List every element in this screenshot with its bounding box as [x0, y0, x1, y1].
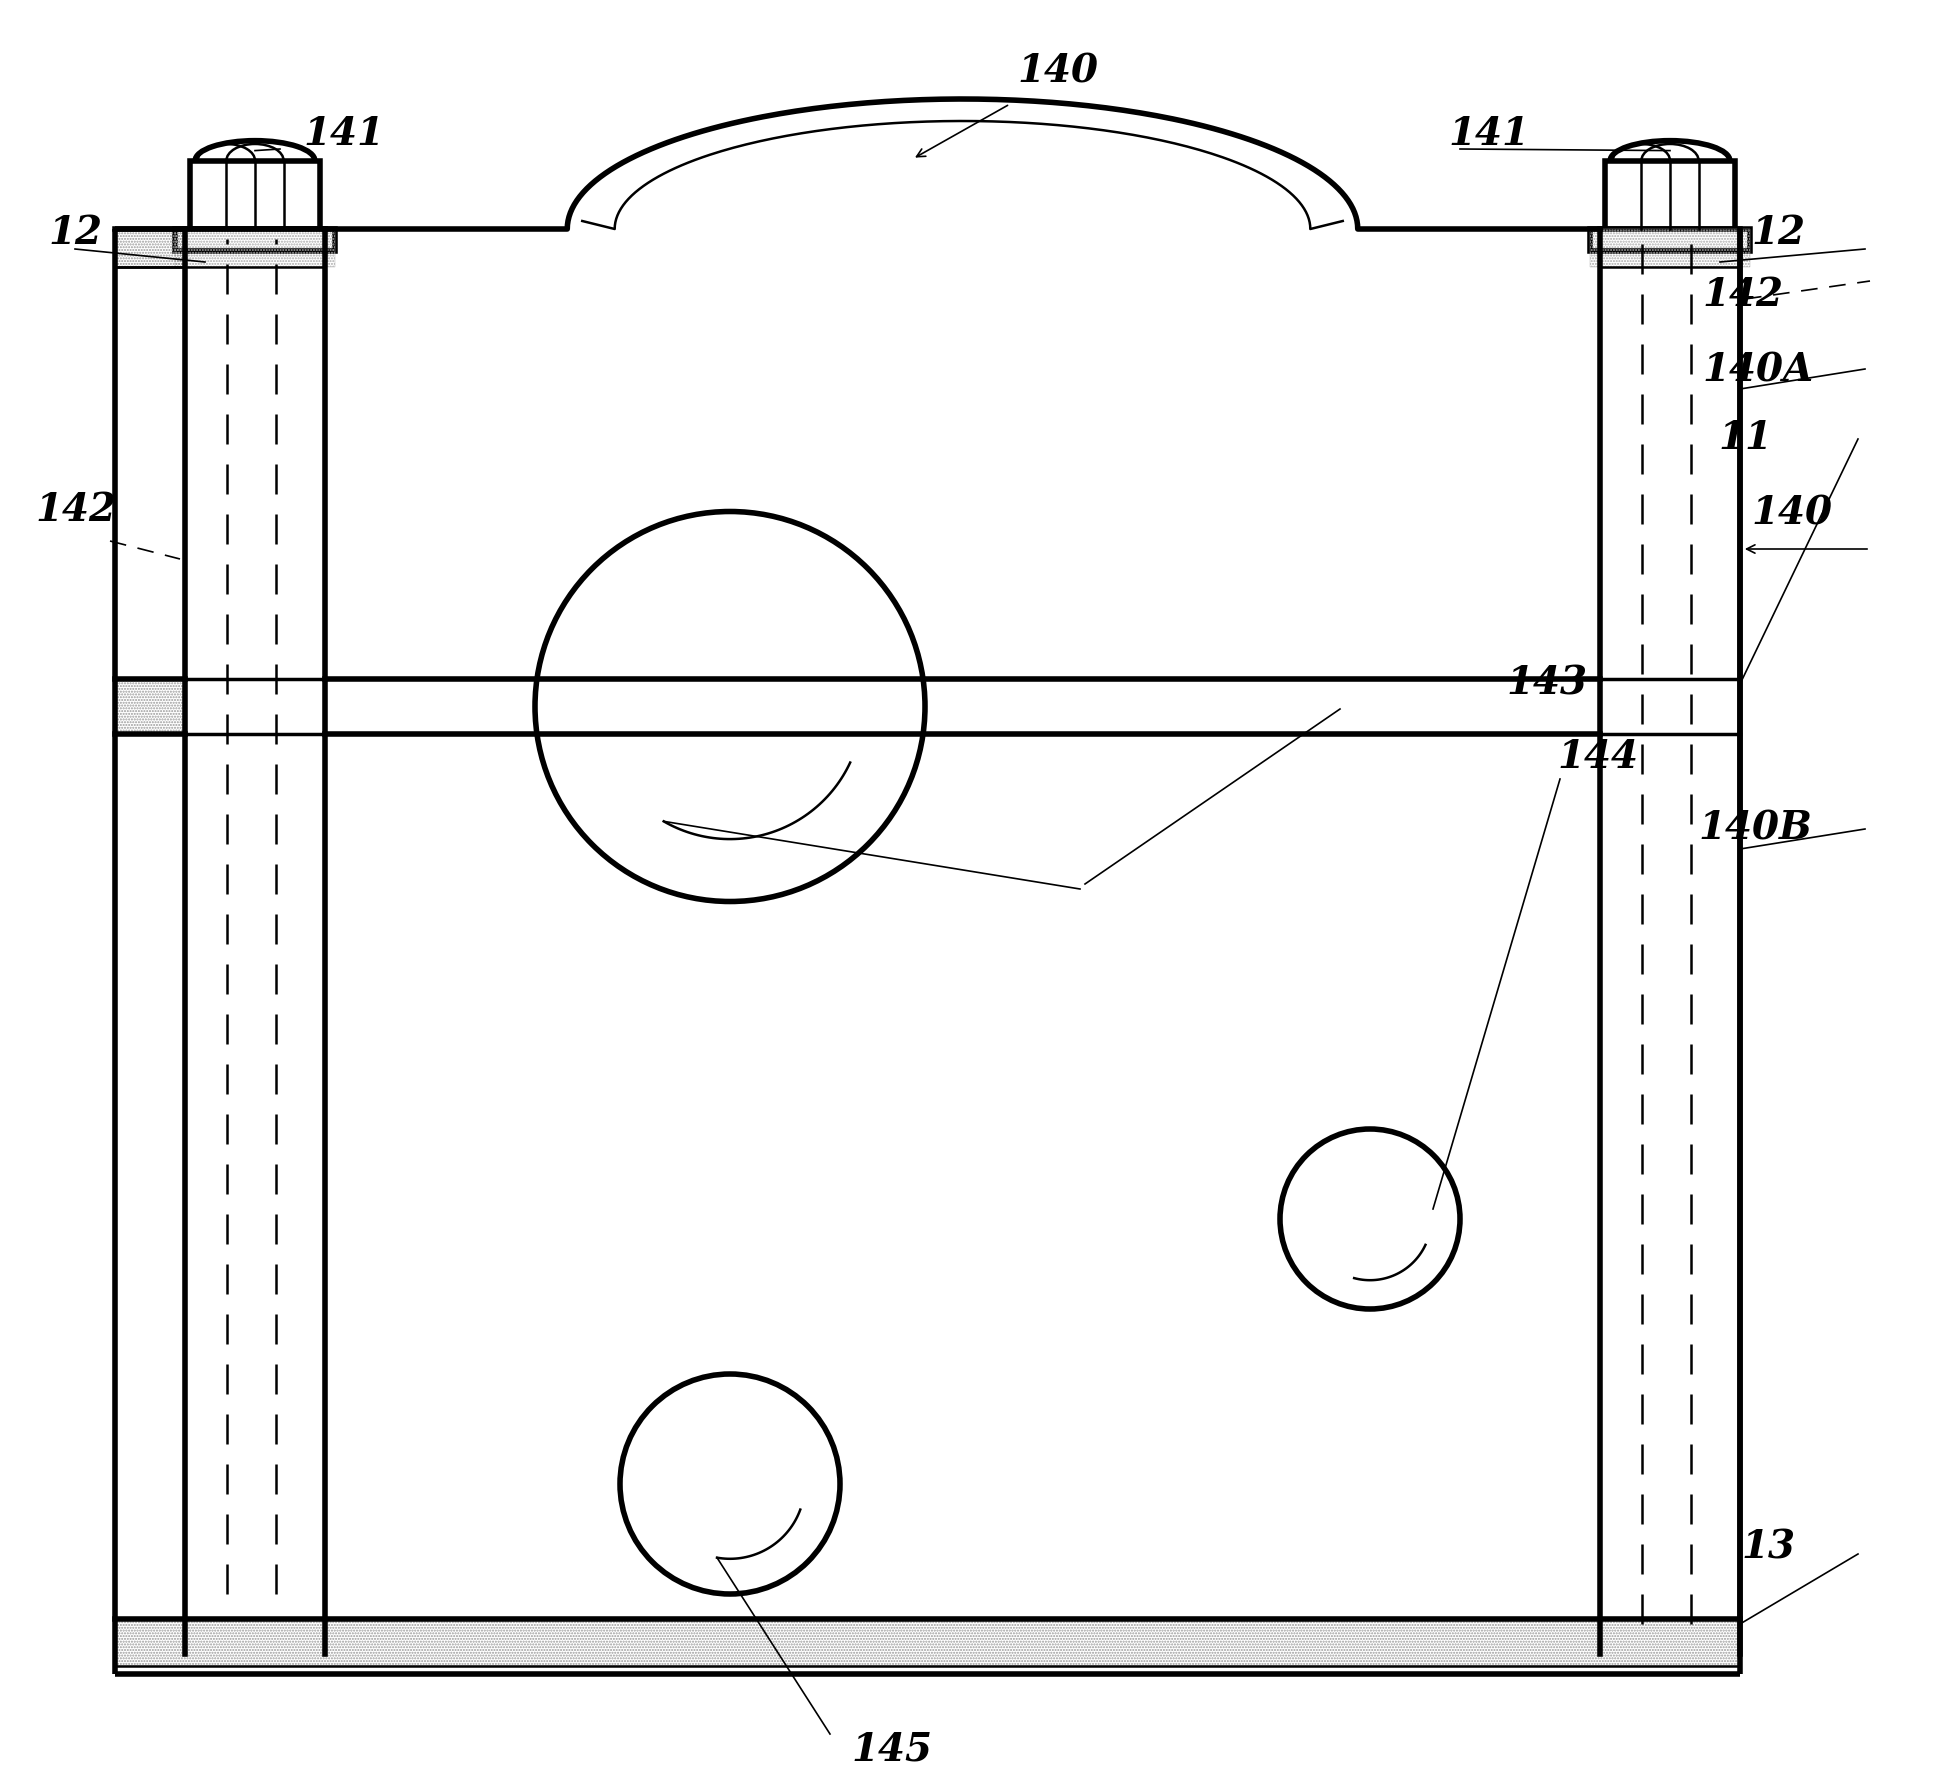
Bar	[115, 1619, 1740, 1666]
Bar	[1589, 229, 1750, 267]
Text: 11: 11	[1718, 419, 1773, 458]
Bar	[1605, 161, 1736, 229]
Text: 142: 142	[35, 490, 115, 530]
Text: 145: 145	[851, 1730, 932, 1769]
Text: 141: 141	[1448, 114, 1528, 154]
Bar	[174, 229, 335, 267]
Text: 140: 140	[1752, 494, 1832, 533]
Bar	[115, 229, 186, 267]
Bar	[174, 229, 335, 250]
Text: 12: 12	[1752, 213, 1806, 252]
Text: 141: 141	[303, 114, 384, 154]
Text: 140: 140	[1018, 52, 1098, 91]
Text: 143: 143	[1507, 664, 1587, 703]
Bar	[115, 680, 186, 733]
Bar	[1589, 229, 1750, 250]
Text: 144: 144	[1558, 737, 1638, 776]
Text: 13: 13	[1742, 1528, 1797, 1567]
Text: 140B: 140B	[1699, 809, 1812, 848]
Text: 140A: 140A	[1703, 351, 1814, 390]
Text: 142: 142	[1703, 276, 1783, 315]
Bar	[190, 161, 321, 229]
Text: 12: 12	[49, 213, 104, 252]
